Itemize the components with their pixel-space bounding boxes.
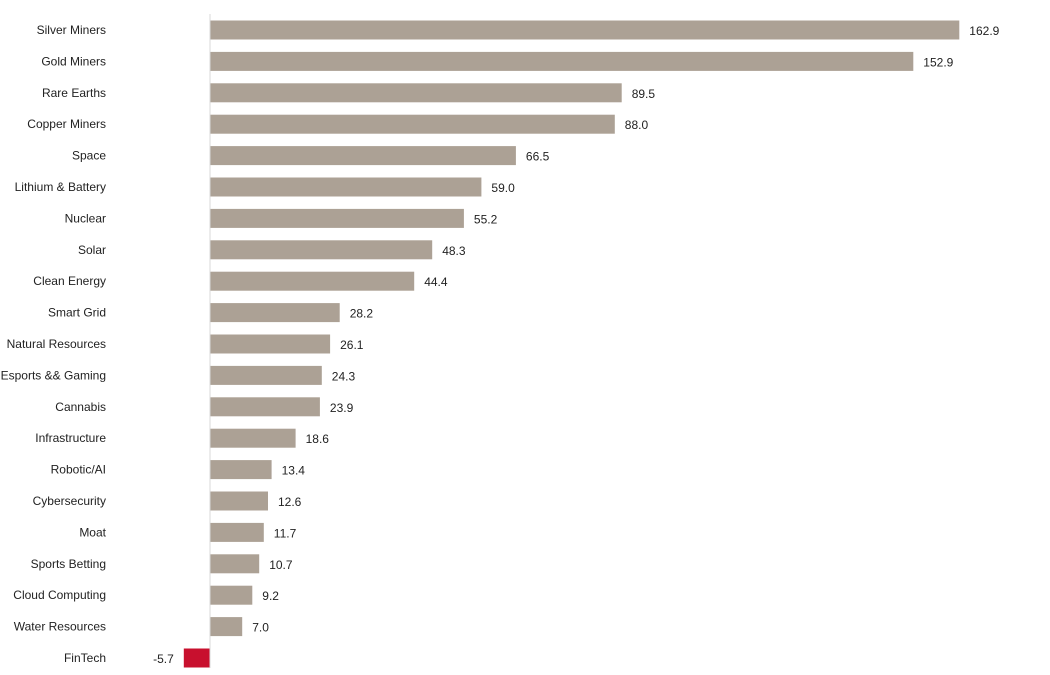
value-label: 18.6 xyxy=(306,432,330,446)
bar xyxy=(210,20,960,40)
bar xyxy=(210,114,615,134)
value-label: 89.5 xyxy=(632,87,656,101)
bar xyxy=(210,51,914,71)
bar xyxy=(210,428,296,448)
bar xyxy=(210,554,260,574)
category-label: Robotic/AI xyxy=(51,463,106,477)
category-label: Space xyxy=(72,149,106,163)
bar xyxy=(210,146,516,166)
bars-group xyxy=(183,20,960,668)
bar xyxy=(210,397,320,417)
value-label: 88.0 xyxy=(625,118,649,132)
value-label: 55.2 xyxy=(474,212,498,226)
value-label: 9.2 xyxy=(262,589,279,603)
category-label: Natural Resources xyxy=(7,337,106,351)
value-label: 44.4 xyxy=(424,275,448,289)
value-label: -5.7 xyxy=(153,652,174,666)
bar xyxy=(210,460,272,480)
category-label: Copper Miners xyxy=(27,117,106,131)
value-label: 28.2 xyxy=(350,307,374,321)
category-label: Silver Miners xyxy=(37,23,106,37)
bar xyxy=(210,585,253,605)
category-label: Smart Grid xyxy=(48,306,106,320)
category-label: Sports Betting xyxy=(31,557,106,571)
category-label: Water Resources xyxy=(14,620,106,634)
value-label: 11.7 xyxy=(274,526,297,540)
value-label: 13.4 xyxy=(282,464,306,478)
category-label: Infrastructure xyxy=(35,431,106,445)
category-label: Gold Miners xyxy=(41,54,106,68)
category-label: Moat xyxy=(79,525,106,539)
value-label: 59.0 xyxy=(491,181,515,195)
category-labels: Silver Miners Gold Miners Rare Earths Coppe… xyxy=(1,23,107,665)
bar xyxy=(210,617,243,637)
bar xyxy=(210,522,264,542)
bar xyxy=(210,365,322,385)
bar xyxy=(210,491,268,511)
bar xyxy=(210,240,433,260)
value-label: 7.0 xyxy=(252,621,269,635)
bar xyxy=(210,177,482,197)
value-label: 48.3 xyxy=(442,244,466,258)
value-label: 66.5 xyxy=(526,150,550,164)
category-label: Clean Energy xyxy=(33,274,106,288)
bar xyxy=(183,648,210,668)
category-label: Nuclear xyxy=(65,211,106,225)
value-label: 26.1 xyxy=(340,338,364,352)
bar xyxy=(210,271,415,291)
category-label: Cloud Computing xyxy=(13,588,106,602)
category-label: Rare Earths xyxy=(42,86,106,100)
bar xyxy=(210,334,331,354)
category-label: FinTech xyxy=(64,651,106,665)
value-label: 162.9 xyxy=(969,24,999,38)
category-label: Lithium & Battery xyxy=(15,180,106,194)
value-label: 10.7 xyxy=(269,558,293,572)
bar xyxy=(210,83,622,103)
value-labels: 162.9 152.9 89.5 88.0 66.5 59.0 55.2 48.3 44.4 28… xyxy=(153,24,1000,666)
category-label: Cannabis xyxy=(55,400,106,414)
value-label: 23.9 xyxy=(330,401,354,415)
value-label: 24.3 xyxy=(332,369,356,383)
bar xyxy=(210,208,464,228)
value-label: 152.9 xyxy=(923,55,953,69)
bar xyxy=(210,303,340,323)
value-label: 12.6 xyxy=(278,495,302,509)
category-label: Esports && Gaming xyxy=(1,368,106,382)
category-label: Solar xyxy=(78,243,106,257)
category-label: Cybersecurity xyxy=(33,494,106,508)
